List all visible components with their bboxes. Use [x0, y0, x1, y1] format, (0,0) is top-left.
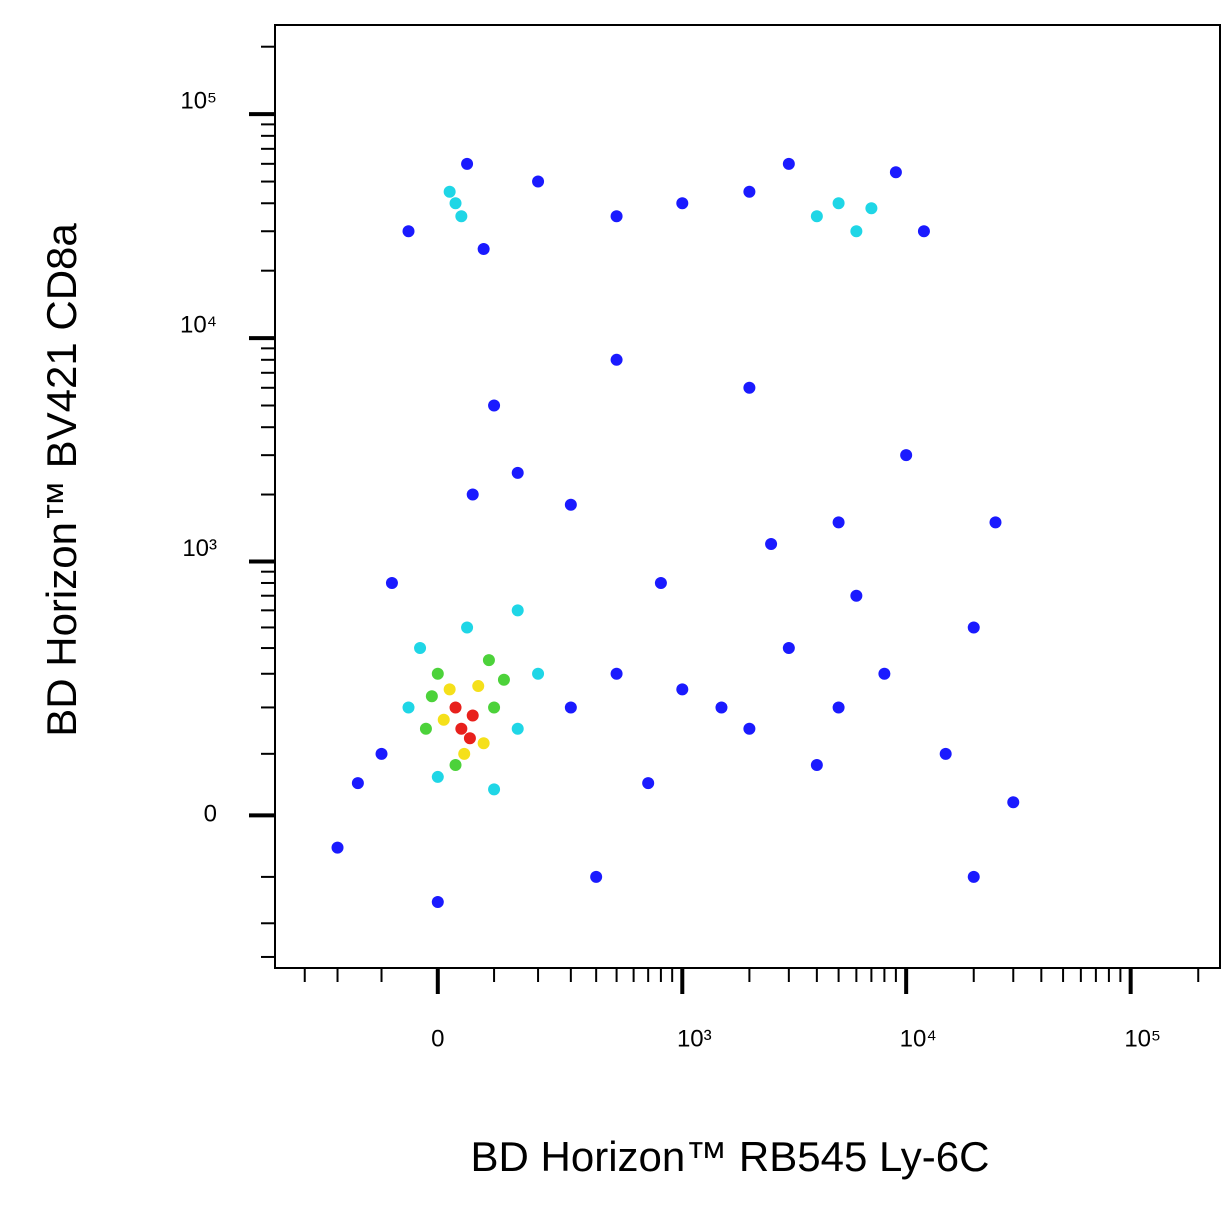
event-dot	[431, 770, 444, 783]
event-dot	[967, 870, 980, 883]
event-dot	[676, 683, 689, 696]
event-dot	[455, 722, 468, 735]
event-dot	[832, 197, 845, 210]
event-dot	[743, 185, 756, 198]
event-dot	[939, 747, 952, 760]
event-dot	[488, 399, 501, 412]
event-dot	[511, 604, 524, 617]
x-tick-label: 0	[431, 1025, 444, 1052]
event-dot	[832, 516, 845, 529]
y-axis-label: BD Horizon™ BV421 CD8a	[38, 223, 85, 737]
event-dot	[878, 667, 891, 680]
event-dot	[331, 841, 344, 854]
event-dot	[850, 225, 863, 238]
event-dot	[865, 202, 878, 215]
x-axis-label: BD Horizon™ RB545 Ly-6C	[471, 1133, 990, 1180]
event-dot	[375, 747, 388, 760]
event-dot	[917, 225, 930, 238]
event-dot	[511, 722, 524, 735]
event-dot	[414, 642, 427, 655]
event-dot	[743, 381, 756, 394]
event-dot	[676, 197, 689, 210]
event-dot	[497, 673, 510, 686]
event-dot	[458, 747, 471, 760]
event-dot	[511, 466, 524, 479]
event-dot	[461, 157, 474, 170]
event-dot	[900, 449, 913, 462]
event-dot	[564, 498, 577, 511]
event-dot	[482, 654, 495, 667]
event-dot	[810, 210, 823, 223]
event-dot	[610, 353, 623, 366]
event-dot	[431, 896, 444, 909]
event-dot	[715, 701, 728, 714]
event-dot	[832, 701, 845, 714]
event-dot	[743, 722, 756, 735]
event-dot	[564, 701, 577, 714]
event-dot	[351, 777, 364, 790]
event-dot	[1007, 796, 1020, 809]
event-dot	[590, 870, 603, 883]
event-dot	[532, 175, 545, 188]
y-tick-label: 0	[204, 801, 217, 828]
event-dot	[443, 683, 456, 696]
event-dot	[782, 642, 795, 655]
event-dot	[610, 210, 623, 223]
event-dot	[989, 516, 1002, 529]
event-dot	[610, 667, 623, 680]
event-dot	[455, 210, 468, 223]
event-dot	[402, 701, 415, 714]
x-tick-label: 10⁴	[900, 1025, 937, 1052]
event-dot	[437, 713, 450, 726]
event-dot	[461, 621, 474, 634]
event-dot	[385, 576, 398, 589]
event-dot	[850, 589, 863, 602]
event-dot	[431, 667, 444, 680]
x-tick-label: 10⁵	[1124, 1025, 1161, 1052]
event-dot	[765, 537, 778, 550]
event-dot	[642, 777, 655, 790]
event-dot	[488, 783, 501, 796]
event-dot	[466, 709, 479, 722]
y-tick-label: 10³	[182, 535, 217, 562]
event-dot	[810, 759, 823, 772]
event-dot	[402, 225, 415, 238]
event-dot	[449, 197, 462, 210]
event-dot	[472, 680, 485, 693]
plot-frame	[274, 24, 1221, 969]
event-dot	[654, 576, 667, 589]
event-dot	[466, 488, 479, 501]
x-tick-label: 10³	[677, 1025, 712, 1052]
y-tick-label: 10⁵	[180, 87, 217, 114]
event-dot	[889, 166, 902, 179]
y-tick-label: 10⁴	[180, 311, 217, 338]
event-dot	[782, 157, 795, 170]
event-dot	[425, 690, 438, 703]
event-dot	[967, 621, 980, 634]
event-dot	[419, 722, 432, 735]
event-dot	[443, 185, 456, 198]
event-dot	[449, 701, 462, 714]
event-dot	[463, 732, 476, 745]
event-dot	[477, 737, 490, 750]
event-dot	[449, 759, 462, 772]
event-dot	[488, 701, 501, 714]
event-dot	[477, 242, 490, 255]
event-dot	[532, 667, 545, 680]
